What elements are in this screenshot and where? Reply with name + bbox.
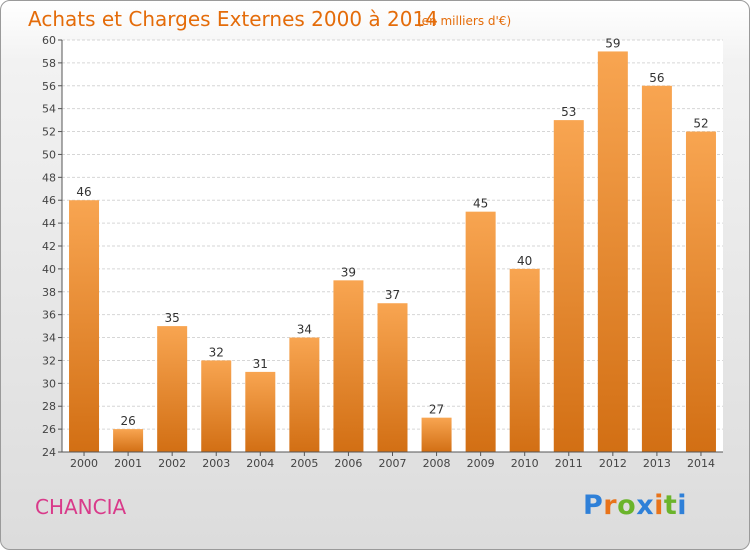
bar-value-label: 27: [429, 403, 444, 417]
bar: [597, 51, 628, 452]
x-tick-label: 2007: [379, 457, 407, 470]
logo-letter: i: [677, 490, 688, 521]
bar: [553, 120, 584, 452]
bar-value-label: 26: [120, 414, 135, 428]
x-tick-label: 2008: [423, 457, 451, 470]
y-tick-label: 38: [42, 286, 56, 299]
x-tick-label: 2006: [334, 457, 362, 470]
y-tick-label: 36: [42, 309, 56, 322]
x-tick-label: 2011: [555, 457, 583, 470]
y-tick-label: 46: [42, 194, 56, 207]
proxiti-logo: Proxiti: [583, 490, 687, 521]
y-tick-label: 24: [42, 446, 56, 459]
bar: [157, 326, 188, 452]
y-tick-label: 34: [42, 332, 56, 345]
bar-value-label: 52: [693, 117, 708, 131]
bar-value-label: 34: [297, 323, 312, 337]
y-tick-label: 44: [42, 217, 56, 230]
bar: [377, 303, 408, 452]
bar: [421, 417, 452, 452]
x-tick-label: 2003: [202, 457, 230, 470]
bar: [509, 268, 540, 452]
y-tick-label: 40: [42, 263, 56, 276]
bar-value-label: 37: [385, 288, 400, 302]
y-tick-label: 56: [42, 80, 56, 93]
y-tick-label: 58: [42, 57, 56, 70]
bar-value-label: 40: [517, 254, 532, 268]
bar-value-label: 31: [253, 357, 268, 371]
x-tick-label: 2010: [511, 457, 539, 470]
x-tick-label: 2005: [290, 457, 318, 470]
x-tick-label: 2013: [643, 457, 671, 470]
y-tick-label: 52: [42, 126, 56, 139]
logo-letter: P: [583, 490, 604, 521]
bar-value-label: 35: [165, 311, 180, 325]
bar-value-label: 32: [209, 345, 224, 359]
x-tick-label: 2012: [599, 457, 627, 470]
bar: [201, 360, 232, 452]
x-tick-label: 2000: [70, 457, 98, 470]
logo-letter: x: [636, 490, 655, 521]
y-tick-label: 32: [42, 354, 56, 367]
x-tick-label: 2002: [158, 457, 186, 470]
bar: [641, 85, 672, 453]
x-tick-label: 2009: [467, 457, 495, 470]
logo-letter: r: [603, 490, 618, 521]
x-tick-label: 2014: [687, 457, 715, 470]
bar: [69, 200, 100, 452]
y-tick-label: 60: [42, 34, 56, 47]
logo-letter: t: [663, 490, 678, 521]
chart-title: Achats et Charges Externes 2000 à 2014: [28, 7, 438, 31]
logo-letter: i: [654, 490, 664, 521]
logo-letter: o: [617, 490, 637, 521]
bar-value-label: 39: [341, 265, 356, 279]
bar: [113, 429, 144, 452]
y-tick-label: 30: [42, 377, 56, 390]
y-tick-label: 28: [42, 400, 56, 413]
bar-value-label: 46: [76, 185, 91, 199]
x-tick-label: 2001: [114, 457, 142, 470]
y-tick-label: 48: [42, 171, 56, 184]
bar: [465, 211, 496, 452]
y-tick-label: 54: [42, 103, 56, 116]
bar: [289, 337, 320, 452]
bar: [245, 371, 276, 452]
x-tick-label: 2004: [246, 457, 274, 470]
bar: [333, 280, 364, 452]
y-tick-label: 26: [42, 423, 56, 436]
y-tick-label: 42: [42, 240, 56, 253]
bar-value-label: 53: [561, 105, 576, 119]
place-name: CHANCIA: [35, 495, 127, 519]
bar-value-label: 45: [473, 197, 488, 211]
bar-value-label: 56: [649, 71, 664, 85]
bar: [685, 131, 716, 453]
chart-subtitle: (en milliers d'€): [417, 14, 512, 28]
bar-value-label: 59: [605, 36, 620, 50]
y-tick-label: 50: [42, 148, 56, 161]
